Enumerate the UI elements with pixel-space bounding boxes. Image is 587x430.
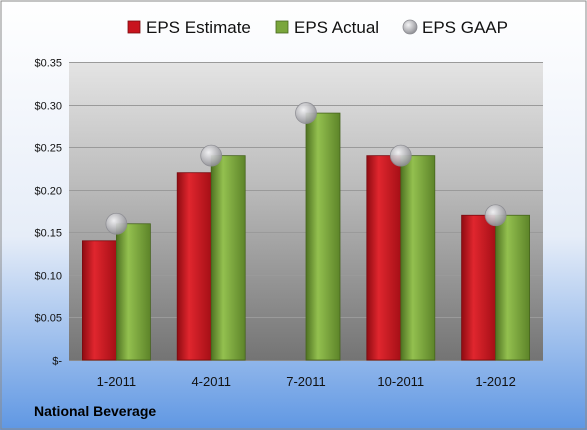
- actual-bar: [305, 112, 341, 361]
- x-axis: 1-2011 4-2011 7-2011 10-2011 1-2012: [97, 374, 516, 389]
- gaap-markers: [105, 102, 507, 235]
- legend-estimate: EPS Estimate: [127, 18, 251, 37]
- actual-bar: [495, 214, 531, 361]
- legend-actual: EPS Actual: [275, 18, 379, 37]
- actual-bar: [210, 155, 246, 361]
- gaap-marker: [389, 144, 412, 167]
- x-category-label: 1-2011: [97, 374, 137, 389]
- gaap-marker: [295, 102, 317, 124]
- x-category-label: 4-2011: [191, 374, 231, 389]
- legend-gaap: EPS GAAP: [402, 18, 508, 37]
- legend-swatch: [127, 20, 141, 34]
- y-axis: $- $0.05 $0.10 $0.15 $0.20 $0.25 $0.30 $0.35: [34, 58, 62, 368]
- company-name: National Beverage: [34, 403, 156, 419]
- gaap-marker: [105, 212, 128, 235]
- y-tick-label: $0.35: [34, 58, 62, 70]
- legend-label: EPS Estimate: [146, 18, 251, 37]
- x-category-label: 1-2012: [475, 374, 515, 389]
- legend-swatch: [402, 19, 418, 35]
- gaap-marker: [484, 204, 507, 227]
- estimate-bar: [366, 155, 402, 361]
- legend-swatch: [275, 20, 289, 34]
- legend-label: EPS GAAP: [422, 18, 508, 37]
- actual-bar: [400, 155, 436, 361]
- estimate-bar: [82, 240, 117, 361]
- y-tick-label: $0.10: [34, 271, 62, 283]
- gaap-marker: [200, 144, 223, 167]
- x-category-label: 7-2011: [286, 374, 326, 389]
- y-tick-label: $0.15: [34, 228, 62, 240]
- bars: [82, 112, 531, 361]
- legend: EPS Estimate EPS Actual EPS GAAP: [127, 18, 508, 37]
- estimate-bar: [176, 172, 212, 361]
- y-tick-label: $0.20: [34, 186, 62, 198]
- y-tick-label: $0.05: [34, 313, 62, 325]
- legend-label: EPS Actual: [294, 18, 379, 37]
- y-tick-label: $0.25: [34, 143, 62, 155]
- estimate-bar: [461, 214, 497, 361]
- y-tick-label: $-: [52, 356, 62, 368]
- y-tick-label: $0.30: [34, 101, 62, 113]
- actual-bar: [116, 223, 151, 361]
- x-category-label: 10-2011: [377, 374, 424, 389]
